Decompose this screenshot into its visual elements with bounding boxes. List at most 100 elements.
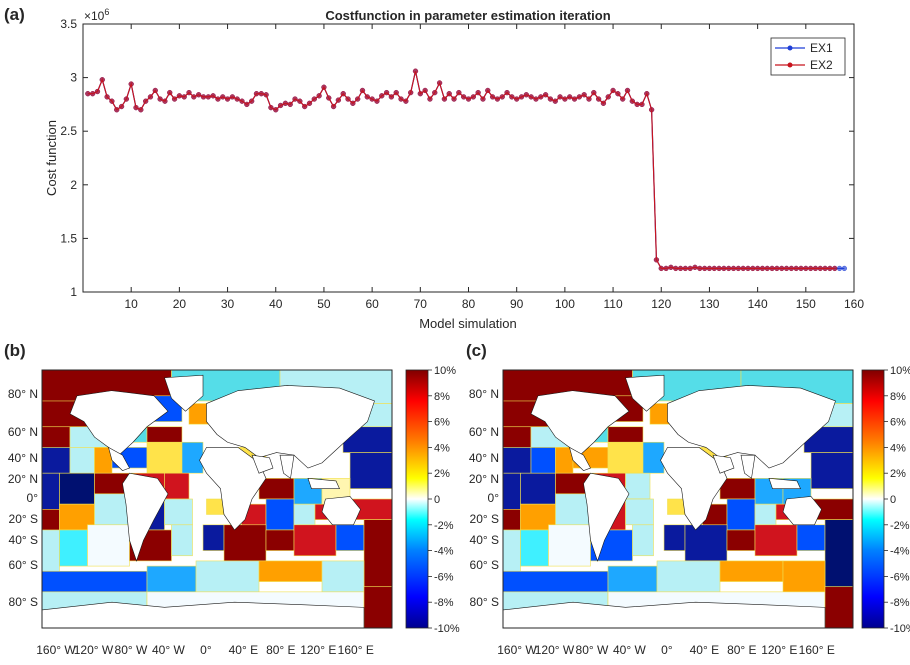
land-mass	[279, 454, 295, 479]
lon-label: 40° E	[229, 643, 258, 657]
data-point	[779, 265, 785, 272]
data-point	[239, 98, 245, 104]
x-tick-label: 100	[555, 297, 575, 311]
lon-label: 160° E	[799, 643, 835, 657]
data-point	[114, 107, 120, 113]
colorbar-tick-label: 0	[890, 494, 896, 506]
data-point	[220, 94, 226, 100]
data-point	[504, 90, 510, 96]
data-point	[427, 96, 433, 102]
x-tick-label: 90	[510, 297, 524, 311]
colorbar-tick-label: -2%	[890, 520, 910, 532]
lat-label: 80° S	[470, 595, 499, 609]
x-axis: 10 20 30 40 50 60 70 80 90 100 110 120 130 140 150 160	[125, 24, 864, 311]
data-point	[258, 91, 264, 97]
data-point	[634, 101, 640, 108]
land-mass	[206, 385, 375, 469]
y-exponent-power: 6	[104, 7, 109, 17]
region-block	[41, 426, 71, 448]
data-point	[181, 94, 187, 100]
data-point	[615, 91, 621, 97]
data-point	[774, 265, 780, 272]
data-point	[99, 77, 105, 83]
region-block	[502, 472, 521, 510]
data-point	[576, 94, 582, 100]
data-point	[85, 91, 91, 97]
region-block	[824, 519, 854, 588]
data-point	[167, 90, 173, 96]
data-point	[514, 96, 520, 102]
region-block	[41, 570, 148, 593]
data-point	[302, 103, 308, 110]
region-block	[87, 524, 130, 567]
data-point	[788, 265, 794, 272]
data-point	[832, 265, 838, 272]
colorbar-tick-label: -6%	[434, 571, 454, 583]
region-block	[335, 524, 365, 551]
lon-label: 120° W	[535, 643, 575, 657]
data-point	[215, 96, 221, 102]
data-point	[557, 94, 563, 100]
data-point	[162, 98, 168, 104]
x-tick-label: 70	[414, 297, 428, 311]
lat-label: 80° N	[8, 387, 38, 401]
data-point	[783, 265, 790, 272]
data-point	[730, 265, 737, 272]
data-point	[639, 101, 645, 108]
region-block	[810, 452, 854, 489]
region-block	[41, 529, 60, 572]
lon-label: 160° E	[338, 643, 374, 657]
data-point	[591, 90, 597, 96]
lat-label: 60° S	[9, 558, 38, 572]
data-point	[518, 94, 525, 100]
x-tick-label: 50	[317, 297, 331, 311]
x-tick-label: 130	[699, 297, 719, 311]
data-point	[596, 96, 602, 102]
data-point	[138, 107, 144, 113]
data-point	[808, 265, 814, 272]
region-block	[726, 498, 756, 531]
lat-label: 20° N	[469, 472, 499, 486]
region-block	[363, 586, 393, 629]
data-point	[673, 265, 679, 272]
legend-marker-ex1	[787, 45, 793, 51]
region-block	[520, 529, 549, 567]
panel-a-label: (a)	[4, 5, 25, 24]
data-point	[335, 97, 341, 103]
data-point	[629, 98, 635, 104]
data-point	[369, 96, 375, 102]
data-point	[229, 94, 235, 100]
region-block	[607, 565, 658, 593]
y-exponent-base: ×10	[84, 9, 105, 23]
data-point	[706, 265, 713, 272]
data-point	[388, 94, 395, 100]
data-point	[581, 92, 587, 98]
data-point	[735, 265, 741, 272]
chart-title: Costfunction in parameter estimation ite…	[325, 8, 610, 23]
colorbar-tick-label: 0	[434, 494, 440, 506]
x-tick-label: 40	[269, 297, 283, 311]
data-point	[292, 96, 298, 102]
x-tick-label: 160	[844, 297, 864, 311]
data-point	[600, 100, 607, 106]
data-point	[90, 91, 96, 97]
region-block	[502, 529, 521, 572]
data-point	[509, 94, 515, 100]
lat-label: 60° S	[470, 558, 499, 572]
y-tick-label: 3	[70, 71, 77, 85]
data-point	[571, 96, 578, 102]
region-block	[363, 519, 393, 588]
data-point	[446, 91, 452, 97]
data-point	[644, 91, 650, 97]
region-block	[41, 472, 60, 510]
data-point	[176, 93, 182, 99]
lon-label: 40° W	[152, 643, 185, 657]
region-block	[754, 524, 798, 557]
data-point	[687, 265, 693, 272]
region-block	[632, 524, 654, 557]
data-point	[359, 87, 366, 94]
region-block	[171, 524, 193, 557]
map-frame	[502, 369, 854, 629]
legend: EX1 EX2	[770, 37, 846, 76]
data-point	[157, 96, 163, 102]
